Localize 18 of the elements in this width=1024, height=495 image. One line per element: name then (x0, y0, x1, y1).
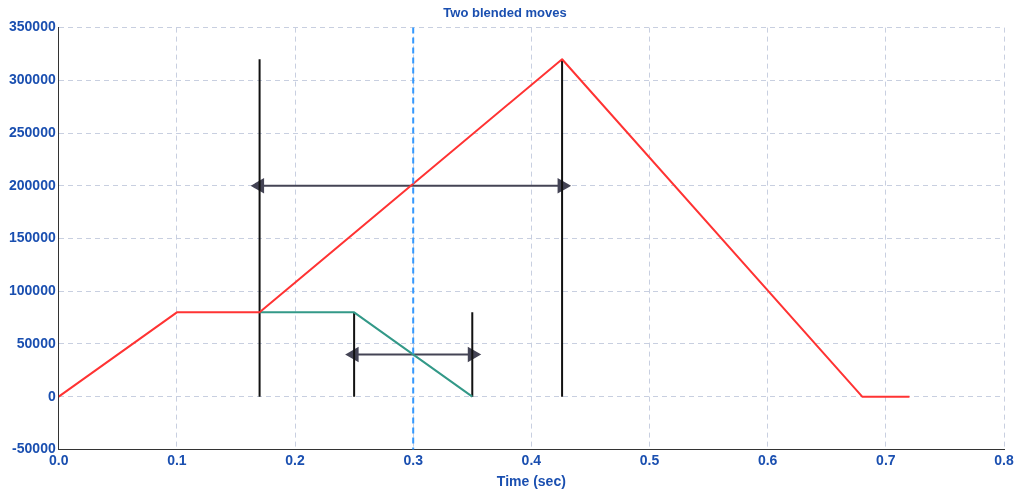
y-tick-label: 350000 (9, 18, 56, 35)
x-axis-title: Time (sec) (496, 473, 566, 490)
y-tick-label: 300000 (9, 71, 56, 88)
x-tick-label: 0.5 (639, 451, 660, 468)
y-tick-label: 0 (47, 387, 56, 404)
x-tick-label: 0.6 (757, 451, 778, 468)
y-tick-label: 50000 (16, 334, 56, 351)
x-tick-label: 0.1 (167, 451, 187, 468)
y-tick-label: 150000 (9, 229, 56, 246)
chart-title: Two blended moves (443, 5, 567, 21)
x-tick-label: 0.4 (521, 451, 542, 468)
x-tick-label: 0.2 (285, 451, 305, 468)
x-tick-label: 0.8 (994, 451, 1014, 468)
y-tick-label: 200000 (9, 176, 56, 193)
y-tick-label: 250000 (9, 123, 56, 140)
y-tick-label: 100000 (9, 282, 56, 299)
x-tick-label: 0.3 (403, 451, 424, 468)
x-tick-label: 0.7 (876, 451, 896, 468)
